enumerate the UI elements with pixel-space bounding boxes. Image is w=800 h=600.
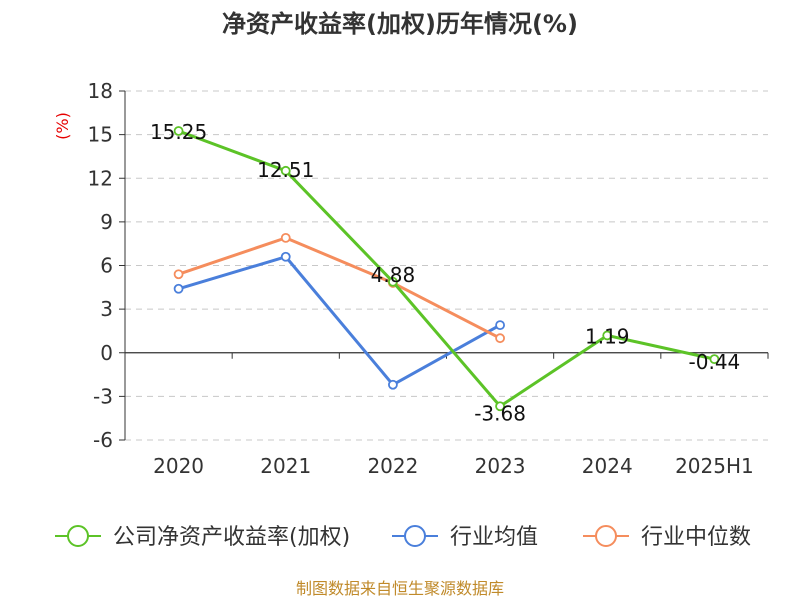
legend-item: 公司净资产收益率(加权) — [55, 525, 350, 550]
source-note: 制图数据来自恒生聚源数据库 — [296, 579, 504, 598]
legend-marker-icon — [67, 525, 89, 547]
data-point — [388, 276, 398, 287]
x-tick-label: 2022 — [367, 454, 418, 478]
data-point — [495, 401, 505, 412]
data-labels: 15.25 12.51 4.88 -3.68 1.19 -0.44 — [150, 120, 740, 425]
y-tick-label: 9 — [100, 210, 113, 234]
series-line — [178, 129, 715, 408]
legend-label: 行业中位数 — [641, 525, 751, 550]
series-2 — [173, 232, 505, 344]
x-tick-label: 2025H1 — [675, 454, 754, 478]
data-label: -3.68 — [474, 401, 526, 425]
series-layer — [173, 126, 720, 412]
legend-label: 公司净资产收益率(加权) — [113, 525, 350, 550]
y-tick-label: -3 — [93, 384, 113, 408]
data-point — [495, 333, 505, 344]
data-point — [709, 354, 720, 365]
legend-label: 行业均值 — [450, 525, 538, 550]
data-label: 12.51 — [257, 158, 314, 182]
data-label: 4.88 — [371, 263, 416, 287]
y-tick-label: 15 — [88, 123, 113, 147]
y-tick-label: 12 — [88, 166, 113, 190]
legend-marker-icon — [404, 525, 426, 547]
x-tick-label: 2021 — [260, 454, 311, 478]
grid-lines — [125, 90, 768, 441]
data-point — [280, 165, 291, 176]
data-point — [280, 251, 291, 262]
x-tick-label: 2023 — [475, 454, 526, 478]
y-tick-label: 18 — [88, 79, 113, 103]
data-label: 1.19 — [585, 324, 630, 348]
data-point — [280, 232, 291, 243]
legend-item: 行业中位数 — [583, 525, 751, 550]
x-axis: 2020 2021 2022 2023 2024 2025H1 — [124, 352, 769, 478]
x-tick-label: 2024 — [582, 454, 633, 478]
legend-marker-icon — [595, 525, 617, 547]
y-tick-label: 6 — [100, 254, 113, 278]
data-label: 15.25 — [150, 120, 207, 144]
y-tick-label: 0 — [100, 341, 113, 365]
series-line — [178, 255, 501, 387]
series-0 — [173, 126, 720, 412]
y-tick-label: 3 — [100, 297, 113, 321]
data-point — [602, 330, 613, 341]
data-point — [173, 283, 184, 294]
data-point — [388, 379, 398, 390]
x-tick-label: 2020 — [153, 454, 204, 478]
data-label: -0.44 — [689, 350, 741, 374]
y-axis-unit-label: (%) — [53, 112, 72, 140]
data-point — [495, 320, 505, 331]
series-line — [178, 236, 501, 340]
data-point — [173, 126, 184, 136]
y-tick-label: -6 — [93, 428, 113, 452]
y-axis: -6 -3 0 3 6 9 12 15 18 — [88, 79, 126, 452]
data-point — [173, 269, 184, 280]
chart-title: 净资产收益率(加权)历年情况(%) — [222, 10, 578, 38]
legend-item: 行业均值 — [392, 525, 538, 550]
legend: 公司净资产收益率(加权) 行业均值 行业中位数 — [55, 525, 751, 550]
series-1 — [173, 251, 505, 390]
